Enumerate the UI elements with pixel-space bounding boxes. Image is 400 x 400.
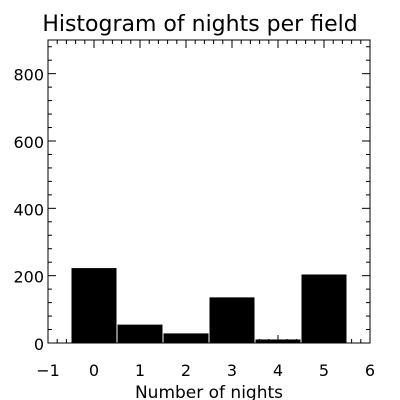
x-axis-label: Number of nights	[135, 383, 283, 400]
x-tick-label: 6	[365, 361, 375, 380]
bar-5	[300, 273, 348, 344]
x-tick-label: 3	[227, 361, 237, 380]
y-tick-label: 600	[13, 133, 44, 152]
y-tick-label: 0	[34, 335, 44, 354]
x-tick-labels: −1 0 1 2 3 4 5 6	[36, 361, 375, 380]
plot-frame	[47, 39, 371, 344]
y-tick-label: 400	[13, 200, 44, 219]
bar-0	[70, 267, 118, 344]
x-tick-label: 2	[181, 361, 191, 380]
y-tick-label: 200	[13, 268, 44, 287]
bars-group	[70, 267, 348, 344]
chart-title: Histogram of nights per field	[42, 12, 357, 37]
axis-ticks	[47, 40, 371, 344]
y-tick-labels: 0 200 400 600 800	[13, 66, 44, 354]
x-tick-label: −1	[36, 361, 60, 380]
y-tick-label: 800	[13, 66, 44, 85]
x-tick-label: 4	[273, 361, 283, 380]
x-tick-label: 0	[89, 361, 99, 380]
x-tick-label: 5	[319, 361, 329, 380]
x-tick-label: 1	[135, 361, 145, 380]
